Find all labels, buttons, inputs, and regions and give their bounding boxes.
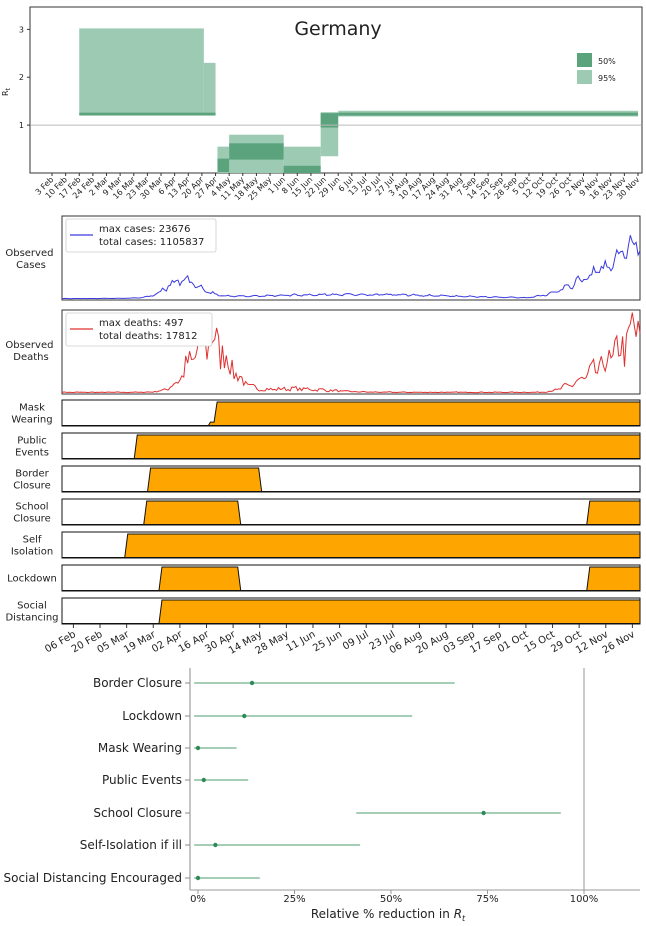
- effect-median-3: [201, 777, 206, 783]
- npi-row-label-6: Social Distancing: [5, 601, 58, 624]
- effect-row-4: School Closure: [93, 806, 561, 820]
- effects-xtick-label-2: 50%: [380, 894, 402, 905]
- npi-row-0: Mask Wearing: [11, 399, 641, 427]
- effect-row-3: Public Events: [102, 773, 249, 787]
- effect-row-1: Lockdown: [122, 709, 413, 723]
- rt-title: Germany: [294, 18, 381, 40]
- rt-band-50-1: [217, 158, 230, 173]
- npi-row-2: Border Closure: [13, 465, 641, 493]
- npi-fill-4: [62, 533, 641, 558]
- rt-yticks: 1 2 3: [19, 25, 30, 130]
- rt-band-50-3: [283, 165, 321, 173]
- npi-row-4: Self Isolation: [11, 531, 641, 559]
- cases-legend-total: total cases: 1105837: [99, 237, 204, 248]
- npi-row-label-5: Lockdown: [7, 574, 57, 585]
- rt-band-50-0: [79, 112, 216, 116]
- rt-band-50-2: [229, 143, 284, 160]
- cases-legend-max: max cases: 23676: [99, 224, 191, 235]
- effects-xlabel: Relative % reduction in Rt: [311, 907, 466, 923]
- effect-label-4: School Closure: [93, 806, 182, 820]
- effects-panel: Border Closure Lockdown Mask Wearing Public…: [4, 668, 640, 923]
- npi-fill-2: [62, 467, 640, 492]
- effects-rows: Border Closure Lockdown Mask Wearing Public…: [4, 676, 561, 885]
- cases-ylabel: Observed Cases: [5, 248, 56, 271]
- npi-row-label-3: School Closure: [13, 502, 50, 525]
- npi-row-3: School Closure: [13, 498, 641, 526]
- effect-label-5: Self-Isolation if ill: [80, 838, 182, 852]
- rt-ytick-label-1: 2: [19, 73, 24, 82]
- effects-xtick-label-4: 100%: [570, 894, 599, 905]
- effect-row-2: Mask Wearing: [98, 741, 237, 755]
- rt-ytick-label-2: 3: [19, 25, 24, 34]
- deaths-panel: Observed Deaths max deaths: 497 total de…: [5, 309, 641, 395]
- effect-label-6: Social Distancing Encouraged: [4, 871, 183, 885]
- npi-row-label-1: Public Events: [15, 436, 49, 459]
- npi-fill-0: [62, 401, 641, 426]
- deaths-line: [61, 312, 641, 394]
- effect-median-2: [195, 745, 201, 751]
- rt-band-50-4: [320, 113, 339, 128]
- rt-band-50-5: [338, 112, 638, 116]
- effects-xtick-label-1: 25%: [283, 894, 305, 905]
- rt-band-95-0: [79, 28, 204, 115]
- rt-band-95-1: [203, 62, 216, 115]
- npi-row-5: Lockdown: [7, 564, 641, 592]
- npi-fill-3: [62, 500, 641, 525]
- rt-frame: [29, 6, 643, 174]
- npi-xtick-label-10: 25 Jun: [311, 629, 344, 654]
- npi-row-frame-5: [61, 564, 641, 592]
- npi-panel: Mask Wearing Public Events Border Closure Scho…: [5, 399, 641, 625]
- cases-legend: max cases: 23676 total cases: 1105837: [65, 218, 217, 253]
- effect-row-6: Social Distancing Encouraged: [4, 871, 260, 885]
- rt-bands: [79, 28, 638, 173]
- effect-label-1: Lockdown: [122, 709, 182, 723]
- effect-median-5: [213, 842, 218, 848]
- deaths-legend: max deaths: 497 total deaths: 17812: [65, 312, 213, 347]
- rt-ytick-label-0: 1: [19, 121, 24, 130]
- effect-median-6: [195, 875, 201, 881]
- effect-median-1: [242, 713, 247, 719]
- effect-median-4: [481, 810, 486, 816]
- cases-frame: [61, 215, 641, 301]
- rt-ylabel: Rt: [1, 87, 12, 96]
- npi-fill-1: [62, 434, 641, 459]
- effects-xticks: 0% 25% 50% 75% 100%: [190, 890, 598, 905]
- npi-row-label-2: Border Closure: [13, 469, 50, 492]
- legend-swatch-95: [577, 70, 592, 84]
- npi-row-6: Social Distancing: [5, 597, 641, 625]
- deaths-legend-max: max deaths: 497: [99, 318, 184, 329]
- npi-row-label-0: Mask Wearing: [11, 403, 52, 426]
- rt-legend: 50% 95%: [577, 53, 616, 84]
- cases-legend-box: [65, 218, 217, 253]
- npi-row-1: Public Events: [15, 432, 641, 460]
- deaths-legend-box: [65, 312, 213, 347]
- legend-label-50: 50%: [598, 57, 616, 66]
- npi-row-label-4: Self Isolation: [11, 535, 53, 558]
- effect-row-0: Border Closure: [93, 676, 455, 690]
- effects-xtick-label-0: 0%: [190, 894, 206, 905]
- effect-label-3: Public Events: [102, 773, 182, 787]
- deaths-legend-total: total deaths: 17812: [99, 331, 198, 342]
- deaths-ylabel: Observed Deaths: [5, 340, 56, 363]
- effect-median-0: [249, 680, 255, 686]
- npi-xtick-label-11: 09 Jul: [341, 629, 371, 653]
- effect-label-0: Border Closure: [93, 676, 182, 690]
- npi-fill-5: [62, 566, 641, 591]
- legend-swatch-50: [577, 53, 592, 67]
- npi-xtick-label-9: 11 Jun: [285, 629, 318, 654]
- npi-fill-6: [62, 599, 641, 624]
- effects-xtick-label-3: 75%: [476, 894, 498, 905]
- effect-row-5: Self-Isolation if ill: [80, 838, 361, 852]
- cases-panel: Observed Cases max cases: 23676 total ca…: [5, 215, 641, 301]
- cases-line: [61, 235, 641, 300]
- legend-label-95: 95%: [598, 74, 616, 83]
- deaths-frame: [61, 309, 641, 395]
- effect-label-2: Mask Wearing: [98, 741, 182, 755]
